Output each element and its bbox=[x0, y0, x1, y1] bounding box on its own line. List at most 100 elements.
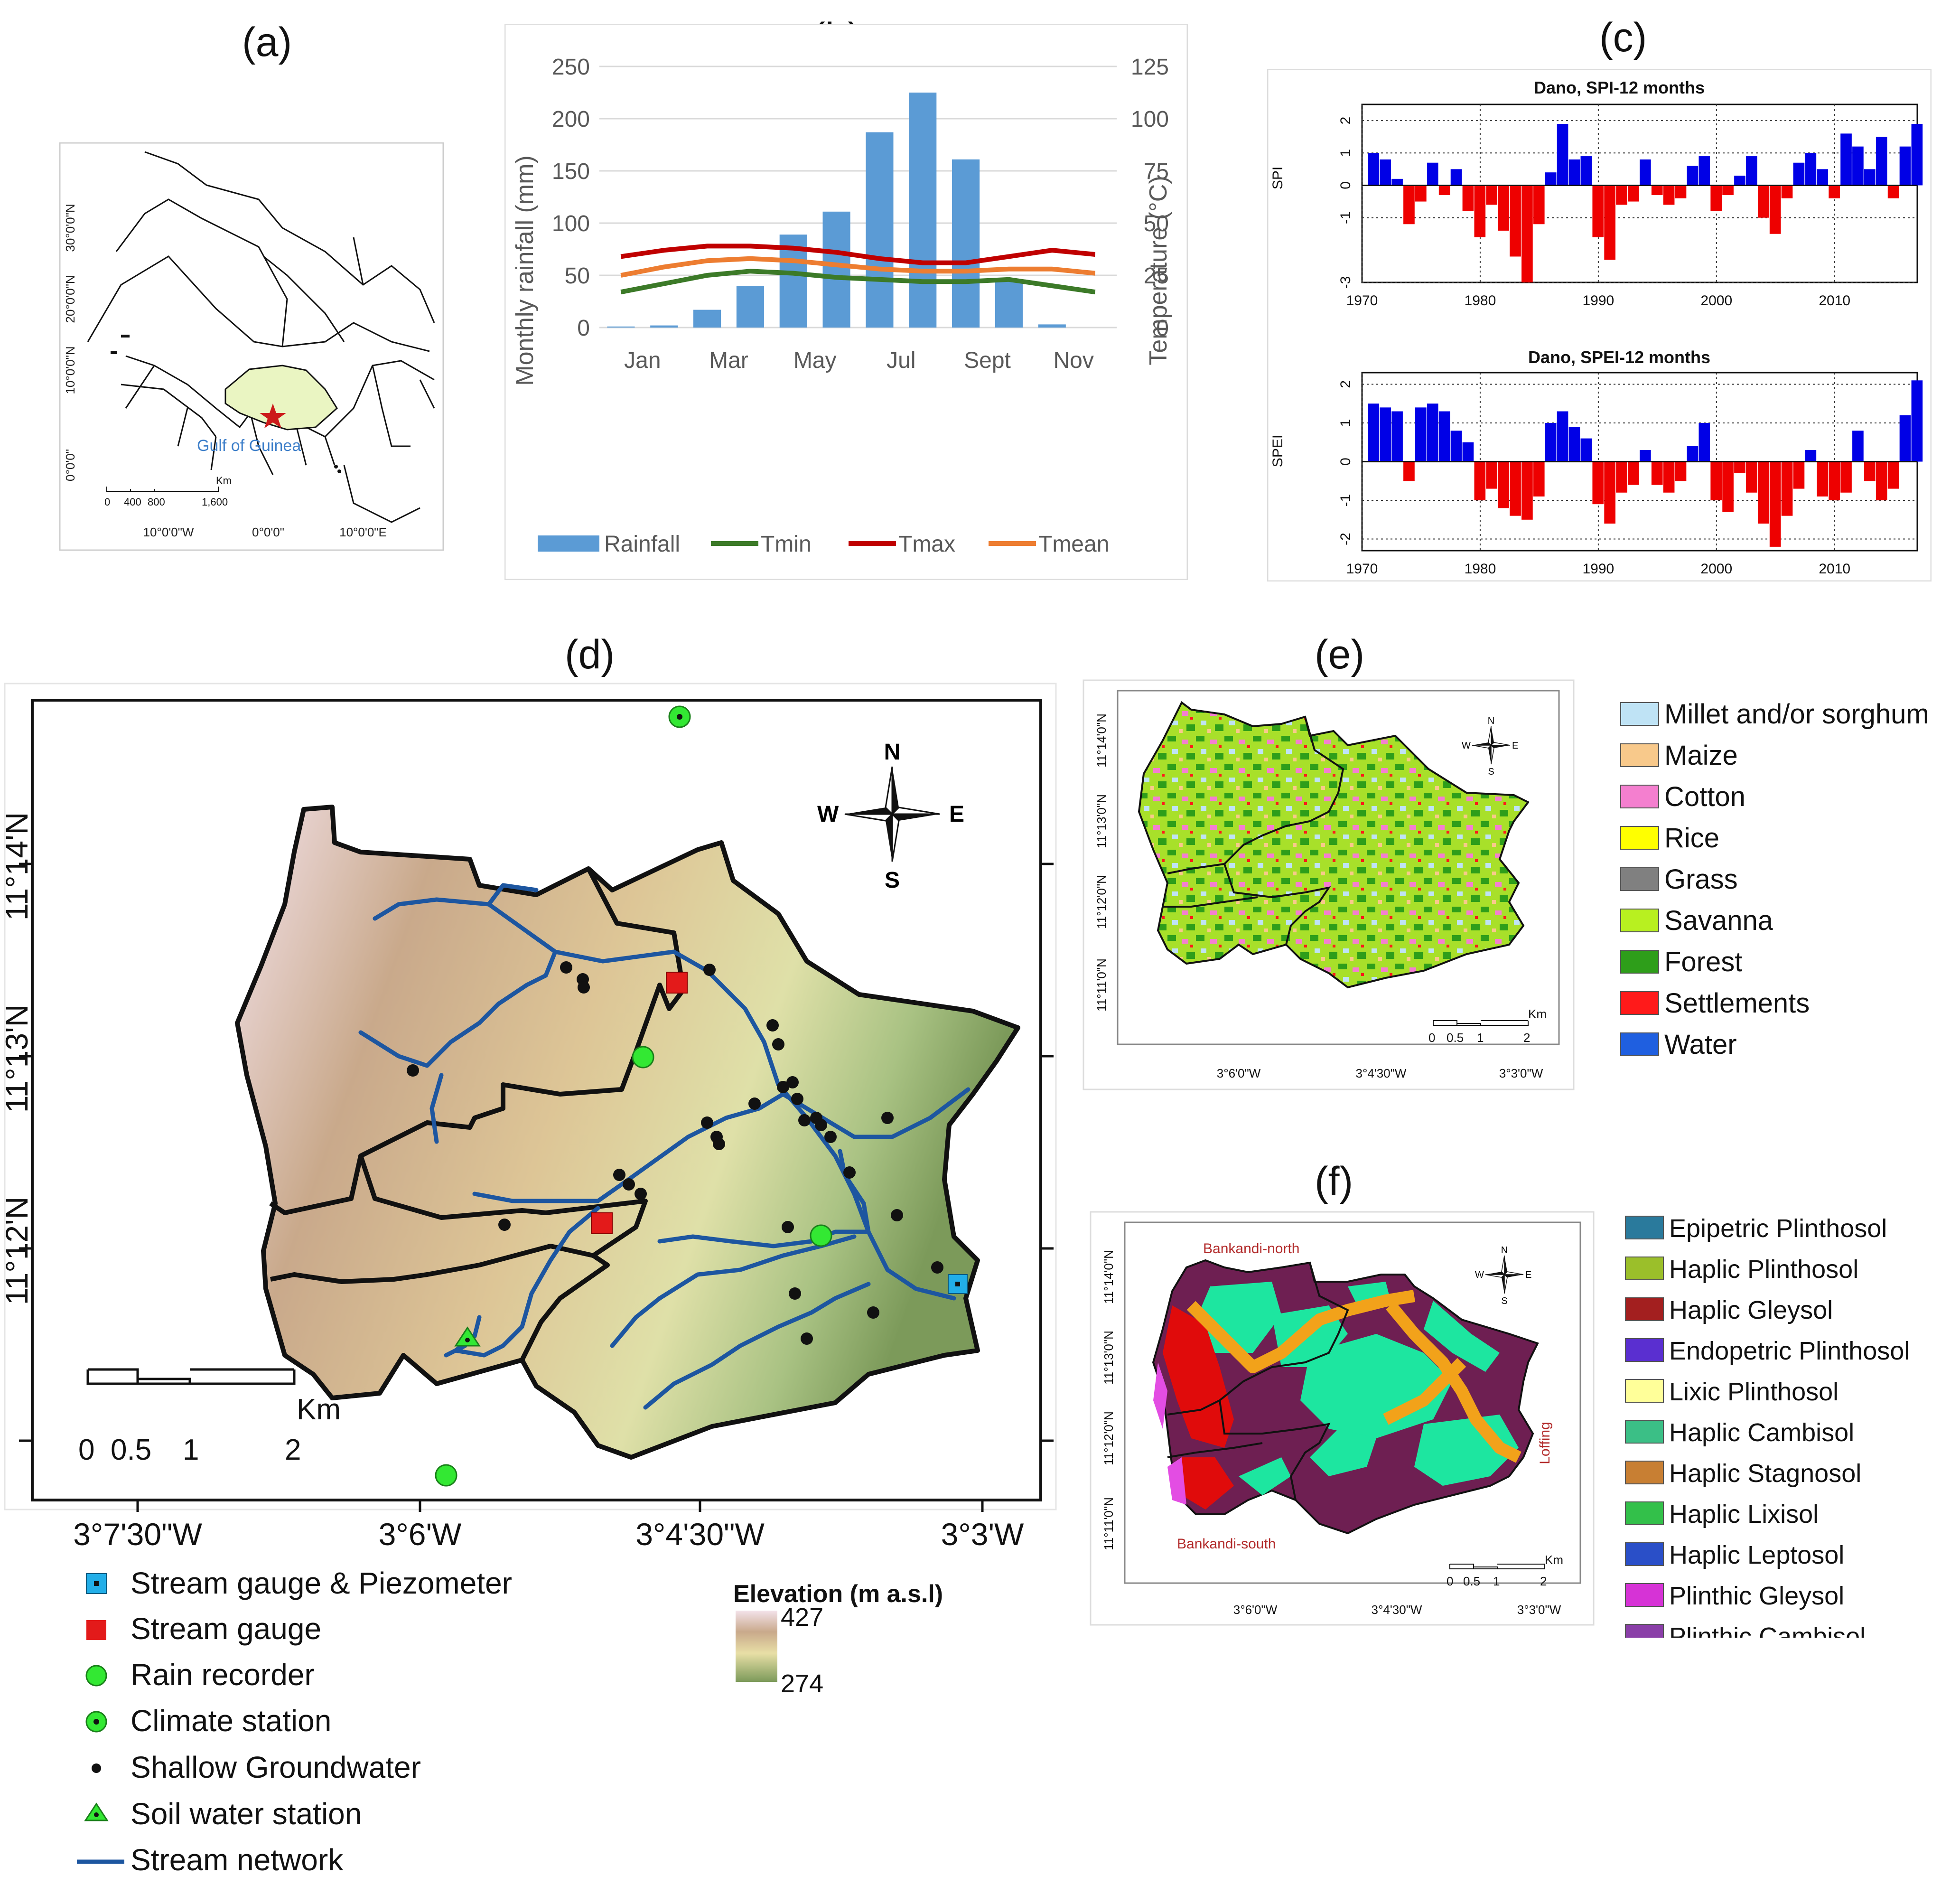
c-spei-bar-2013 bbox=[1864, 461, 1876, 481]
c-spei-bar-1986 bbox=[1545, 422, 1557, 462]
b-legend-tmin: Tmin bbox=[761, 532, 812, 557]
b-xtick: Sept bbox=[964, 348, 1011, 373]
e-compass-e: E bbox=[1512, 741, 1518, 751]
b-xtick: Jul bbox=[887, 348, 915, 373]
f-lat-tick-1: 11°13'0"N bbox=[1101, 1331, 1116, 1385]
e-legend-swatch-4 bbox=[1620, 867, 1659, 891]
c-spi-bar-2005 bbox=[1769, 185, 1781, 234]
panel-e-land-use-map: N S E W Km 0 0.5 1 2 11°14'0"N 11°13'0"N… bbox=[1083, 679, 1929, 1090]
b-rainfall-bar-oct bbox=[995, 281, 1023, 328]
e-legend-label-7: Settlements bbox=[1664, 988, 1810, 1019]
c-spi-bar-2002 bbox=[1734, 176, 1745, 186]
e-legend-swatch-0 bbox=[1620, 702, 1659, 726]
f-scale-tick-1: 0.5 bbox=[1463, 1574, 1480, 1588]
elevation-legend-title: Elevation (m a.s.l) bbox=[733, 1580, 943, 1608]
c-spi-bar-1977 bbox=[1438, 185, 1450, 195]
e-legend-swatch-7 bbox=[1620, 991, 1659, 1015]
c-spi-xtick: 2010 bbox=[1819, 293, 1850, 309]
b-xtick: May bbox=[793, 348, 837, 373]
c-spei-bar-1972 bbox=[1380, 407, 1391, 462]
soil-water-station bbox=[454, 1326, 481, 1347]
f-legend-label-2: Haplic Gleysol bbox=[1669, 1296, 1833, 1324]
elevation-legend: Elevation (m a.s.l) 427 274 bbox=[733, 1580, 943, 1698]
c-spei-xtick: 1980 bbox=[1465, 561, 1496, 577]
c-spei-bar-2003 bbox=[1746, 461, 1757, 493]
c-spi-ytick: 2 bbox=[1338, 117, 1353, 125]
e-lon-tick-2: 3°3'0"W bbox=[1499, 1066, 1543, 1080]
panel-d-catchment-map: N S E W Km 0 0.5 1 2 11°14'N 11°13'N 11°… bbox=[0, 683, 1057, 1877]
a-lon-tick-1: 0°0'0" bbox=[252, 525, 284, 539]
f-legend-label-1: Haplic Plinthosol bbox=[1669, 1255, 1858, 1284]
c-spei-bar-1990 bbox=[1592, 461, 1604, 505]
e-legend-label-8: Water bbox=[1664, 1029, 1737, 1060]
c-spi-xtick: 2000 bbox=[1700, 293, 1732, 309]
a-scale-tick-0: 0 bbox=[104, 496, 110, 508]
compass-n: N bbox=[884, 740, 901, 765]
c-spi-bar-1980 bbox=[1474, 185, 1486, 237]
shallow-groundwater-points bbox=[407, 961, 943, 1345]
f-compass-n: N bbox=[1501, 1245, 1508, 1256]
panel-f-label: (f) bbox=[1315, 1159, 1353, 1204]
c-spi-bar-1975 bbox=[1415, 185, 1427, 202]
c-spei-bar-1971 bbox=[1368, 403, 1380, 462]
c-spei-bar-1996 bbox=[1663, 461, 1675, 493]
c-spi-bar-1996 bbox=[1663, 185, 1675, 205]
e-landuse-catchment bbox=[1138, 701, 1530, 989]
e-compass-icon: N S E W bbox=[1462, 716, 1518, 777]
f-stagnosol-corridors bbox=[1186, 1290, 1521, 1463]
c-spei-bar-2005 bbox=[1769, 461, 1781, 547]
b-ylabel: Monthly rainfall (mm) bbox=[511, 155, 539, 385]
panel-e-label: (e) bbox=[1315, 632, 1365, 677]
c-spi-ytick: -1 bbox=[1338, 211, 1353, 224]
e-legend-label-1: Maize bbox=[1664, 740, 1738, 771]
elevation-min: 274 bbox=[781, 1669, 823, 1698]
f-scale-tick-3: 2 bbox=[1540, 1574, 1547, 1588]
c-spei-bar-1995 bbox=[1651, 461, 1663, 485]
c-spei-bar-2009 bbox=[1817, 461, 1829, 497]
c-spi-bar-1998 bbox=[1687, 166, 1699, 186]
compass-e: E bbox=[949, 802, 964, 827]
f-lon-tick-1: 3°4'30"W bbox=[1372, 1603, 1422, 1617]
c-spi-bar-1993 bbox=[1628, 185, 1639, 202]
f-lat-tick-2: 11°12'0"N bbox=[1101, 1411, 1116, 1465]
elevation-max: 427 bbox=[781, 1603, 823, 1632]
f-legend-swatch-2 bbox=[1625, 1297, 1664, 1321]
f-legend-swatch-1 bbox=[1625, 1257, 1664, 1280]
f-compass-s: S bbox=[1501, 1296, 1507, 1306]
c-spi-bar-1992 bbox=[1616, 185, 1627, 205]
compass-s: S bbox=[885, 868, 900, 893]
c-spi-bar-1987 bbox=[1557, 123, 1568, 186]
d-legend-stream-gauge-piezometer: Stream gauge & Piezometer bbox=[131, 1566, 512, 1600]
b-rainfall-bar-jan bbox=[607, 326, 635, 328]
c-spei-bar-1980 bbox=[1474, 461, 1486, 501]
c-spi-bar-1999 bbox=[1699, 156, 1710, 186]
c-spei-bar-1999 bbox=[1699, 422, 1710, 462]
c-spei-bar-2007 bbox=[1793, 461, 1805, 489]
e-legend-swatch-3 bbox=[1620, 826, 1659, 850]
a-scale-unit: Km bbox=[216, 475, 232, 487]
e-legend-swatch-2 bbox=[1620, 785, 1659, 808]
c-spi-bar-2007 bbox=[1793, 162, 1805, 186]
e-legend-label-4: Grass bbox=[1664, 864, 1738, 895]
c-spi-bar-1983 bbox=[1510, 185, 1521, 257]
c-spi-bar-1994 bbox=[1640, 159, 1651, 186]
c-spei-bar-2016 bbox=[1899, 415, 1911, 462]
c-spei-bar-1994 bbox=[1640, 450, 1651, 462]
d-scale-tick-2: 1 bbox=[183, 1434, 199, 1466]
c-spei-bar-1991 bbox=[1604, 461, 1615, 524]
e-lat-tick-0: 11°14'0"N bbox=[1094, 713, 1109, 768]
f-compass-e: E bbox=[1525, 1270, 1531, 1280]
c-spi-bar-2012 bbox=[1852, 146, 1864, 186]
c-spei-bar-2008 bbox=[1805, 450, 1817, 462]
b-rainfall-bar-apr bbox=[736, 286, 764, 328]
c-spi-bar-1972 bbox=[1380, 159, 1391, 186]
e-legend-swatch-6 bbox=[1620, 950, 1659, 974]
c-spi-bar-1989 bbox=[1580, 156, 1592, 186]
e-lat-tick-2: 11°12'0"N bbox=[1094, 875, 1109, 929]
f-legend-swatch-0 bbox=[1625, 1216, 1664, 1239]
c-spei-xtick: 1990 bbox=[1582, 561, 1614, 577]
c-spi-bar-1981 bbox=[1486, 185, 1498, 205]
e-lon-tick-1: 3°4'30"W bbox=[1356, 1066, 1407, 1080]
b-xtick: Nov bbox=[1053, 348, 1093, 373]
b-y2tick: 100 bbox=[1131, 107, 1169, 132]
